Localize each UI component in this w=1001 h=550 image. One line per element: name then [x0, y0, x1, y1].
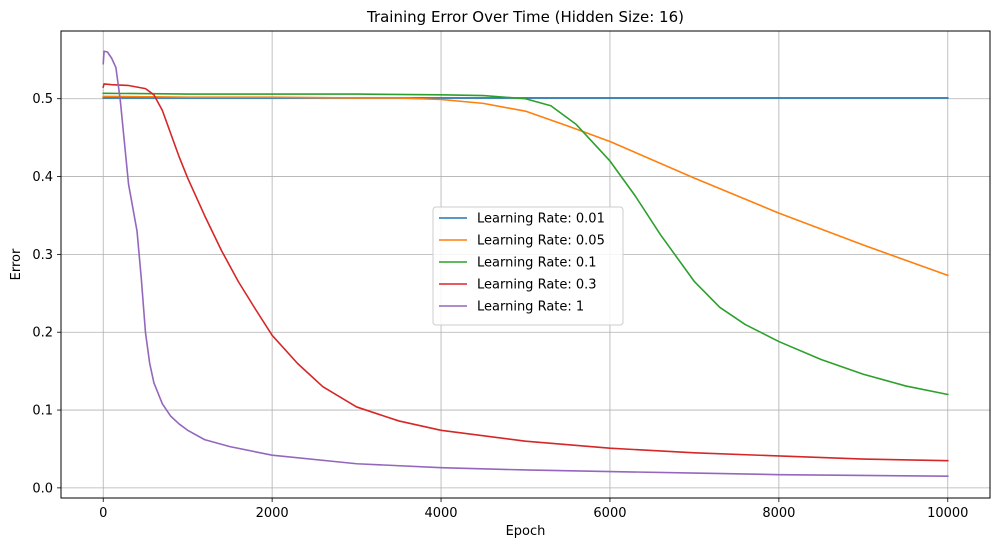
y-tick-label: 0.3 [32, 248, 53, 263]
x-tick-label: 2000 [256, 506, 289, 521]
legend-label-1: Learning Rate: 0.05 [477, 234, 605, 249]
y-tick-label: 0.5 [32, 92, 53, 107]
x-tick-label: 6000 [593, 506, 626, 521]
legend-label-0: Learning Rate: 0.01 [477, 212, 605, 227]
x-tick-label: 10000 [927, 506, 968, 521]
legend: Learning Rate: 0.01 Learning Rate: 0.05 Le… [432, 206, 624, 326]
y-tick-label: 0.2 [32, 326, 53, 341]
tick-layer: 0 2000 4000 6000 8000 10000 0.0 0.1 0.2 0.3 0.4 0.5 [32, 92, 968, 521]
legend-label-2: Learning Rate: 0.1 [477, 256, 597, 271]
series-line-4 [102, 50, 949, 478]
x-tick-label: 8000 [762, 506, 795, 521]
y-tick-label: 0.1 [32, 404, 53, 419]
legend-box [432, 206, 624, 326]
x-axis-label: Epoch [506, 524, 546, 539]
x-tick-label: 4000 [424, 506, 457, 521]
x-tick-label: 0 [99, 506, 107, 521]
series-line-1 [102, 95, 949, 277]
series-line-2 [102, 92, 949, 396]
y-tick-label: 0.4 [32, 170, 53, 185]
series-line-3 [102, 83, 949, 462]
y-tick-label: 0.0 [32, 481, 53, 496]
series-layer [102, 50, 949, 478]
legend-label-4: Learning Rate: 1 [477, 300, 584, 315]
legend-label-3: Learning Rate: 0.3 [477, 278, 597, 293]
y-axis-label: Error [9, 248, 24, 280]
chart-title: Training Error Over Time (Hidden Size: 1… [366, 8, 684, 26]
plot-frame [60, 30, 991, 499]
